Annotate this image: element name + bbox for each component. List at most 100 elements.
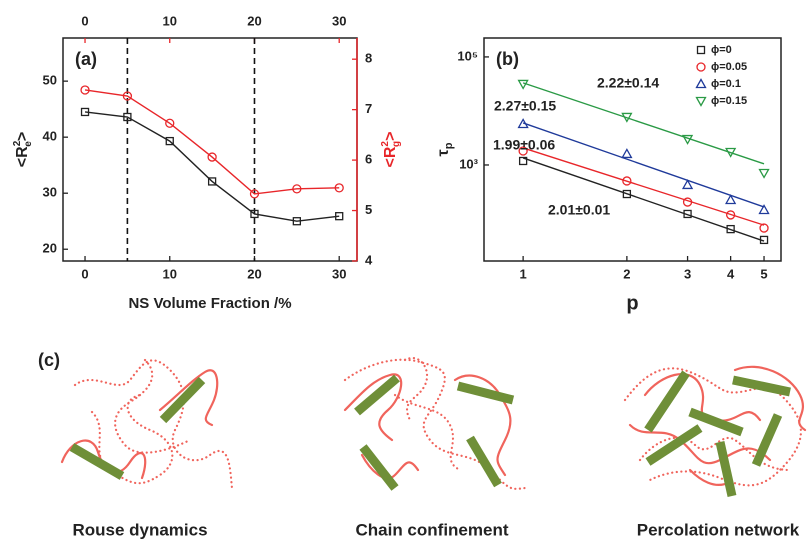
- y-tick-label: 10³: [459, 156, 478, 171]
- nanosheet: [354, 374, 400, 416]
- nanosheet: [456, 381, 515, 405]
- chain: [628, 423, 772, 465]
- x-tick-label: 10: [163, 266, 177, 281]
- panel-label: (b): [496, 49, 519, 69]
- label-part: 2: [380, 141, 391, 147]
- marker: [517, 79, 529, 90]
- x-axis-label: NS Volume Fraction /%: [128, 295, 291, 312]
- chain: [403, 357, 429, 422]
- marker: [621, 112, 633, 123]
- x-tick-label: 2: [623, 266, 630, 281]
- label-part: >: [382, 132, 399, 141]
- top-tick-label: 30: [332, 13, 346, 28]
- y2-tick-label: 4: [365, 252, 373, 267]
- chain: [158, 369, 219, 427]
- fit-line: [522, 157, 765, 242]
- label-part: p: [443, 142, 455, 149]
- fit-label: 2.27±0.15: [494, 98, 556, 114]
- nanosheet: [645, 424, 703, 466]
- legend-label: ϕ=0.1: [711, 78, 741, 90]
- x-axis-label: p: [626, 292, 638, 314]
- fit-label: 1.99±0.06: [493, 137, 555, 153]
- marker: [682, 197, 693, 207]
- chain: [360, 453, 420, 480]
- fit-line: [522, 82, 765, 165]
- top-tick-label: 0: [81, 13, 88, 28]
- label-part: >: [14, 132, 31, 141]
- label-part: <R: [382, 146, 399, 167]
- marker: [621, 148, 633, 159]
- plot-frame: [62, 37, 358, 262]
- nanosheet: [751, 413, 783, 467]
- nanosheet: [732, 375, 791, 397]
- y2-tick-label: 5: [365, 202, 372, 217]
- marker: [759, 235, 769, 245]
- marker: [207, 177, 217, 186]
- fit-line: [522, 122, 765, 208]
- marker: [758, 204, 770, 215]
- chain: [114, 358, 192, 454]
- fit-label: 2.01±0.01: [548, 202, 610, 218]
- y-tick-label: 20: [43, 241, 57, 256]
- legend-marker: [696, 45, 706, 55]
- chain: [343, 373, 403, 442]
- fit-label: 2.22±0.14: [597, 75, 659, 91]
- marker: [80, 85, 90, 95]
- nanosheet: [466, 435, 502, 488]
- legend-label: ϕ=0.05: [711, 61, 747, 73]
- nanosheet: [69, 443, 125, 480]
- top-tick-label: 20: [247, 13, 261, 28]
- series-line: [84, 111, 340, 222]
- nanosheet: [159, 376, 206, 424]
- x-tick-label: 5: [760, 266, 767, 281]
- panel-label: (a): [75, 49, 97, 69]
- label-part: e: [23, 141, 34, 147]
- x-tick-label: 3: [684, 266, 691, 281]
- caption: Chain confinement: [355, 520, 508, 539]
- y-tick-label: 30: [43, 185, 57, 200]
- marker: [334, 183, 344, 193]
- marker: [681, 134, 694, 145]
- nanosheet: [359, 444, 399, 491]
- legend-marker: [695, 78, 707, 89]
- marker: [250, 209, 259, 219]
- chain: [733, 365, 807, 432]
- marker: [165, 136, 174, 146]
- legend-label: ϕ=0.15: [711, 95, 747, 107]
- axis-label: <R2g>: [380, 132, 402, 168]
- caption: Rouse dynamics: [72, 520, 207, 539]
- x-tick-label: 0: [81, 266, 88, 281]
- marker: [759, 223, 769, 233]
- nanosheet: [715, 441, 737, 497]
- marker: [726, 224, 735, 234]
- marker: [517, 118, 529, 129]
- y-tick-label: 10⁵: [457, 48, 478, 63]
- y-tick-label: 40: [43, 129, 57, 144]
- y2-tick-label: 7: [365, 101, 372, 116]
- marker: [725, 147, 737, 158]
- rouse-panel: [60, 358, 234, 490]
- plot-frame: [483, 37, 782, 262]
- marker: [518, 156, 528, 166]
- label-part: τ: [435, 149, 452, 156]
- label-part: <R: [14, 146, 31, 167]
- chain: [453, 374, 512, 477]
- marker: [683, 209, 692, 219]
- marker: [292, 184, 302, 194]
- x-tick-label: 20: [247, 266, 261, 281]
- axis-label: τp: [435, 142, 455, 156]
- marker: [122, 91, 133, 101]
- marker: [165, 118, 175, 128]
- axis-label: <R2e>: [12, 132, 34, 167]
- top-tick-label: 10: [163, 13, 177, 28]
- series-line: [84, 89, 340, 195]
- legend-label: ϕ=0: [711, 44, 732, 56]
- chain: [90, 393, 174, 485]
- marker: [758, 168, 770, 179]
- marker: [207, 152, 217, 162]
- marker: [725, 210, 736, 220]
- fit-line: [522, 147, 765, 226]
- y2-tick-label: 8: [365, 51, 372, 66]
- confinement-panel: [343, 357, 527, 491]
- y2-tick-label: 6: [365, 152, 372, 167]
